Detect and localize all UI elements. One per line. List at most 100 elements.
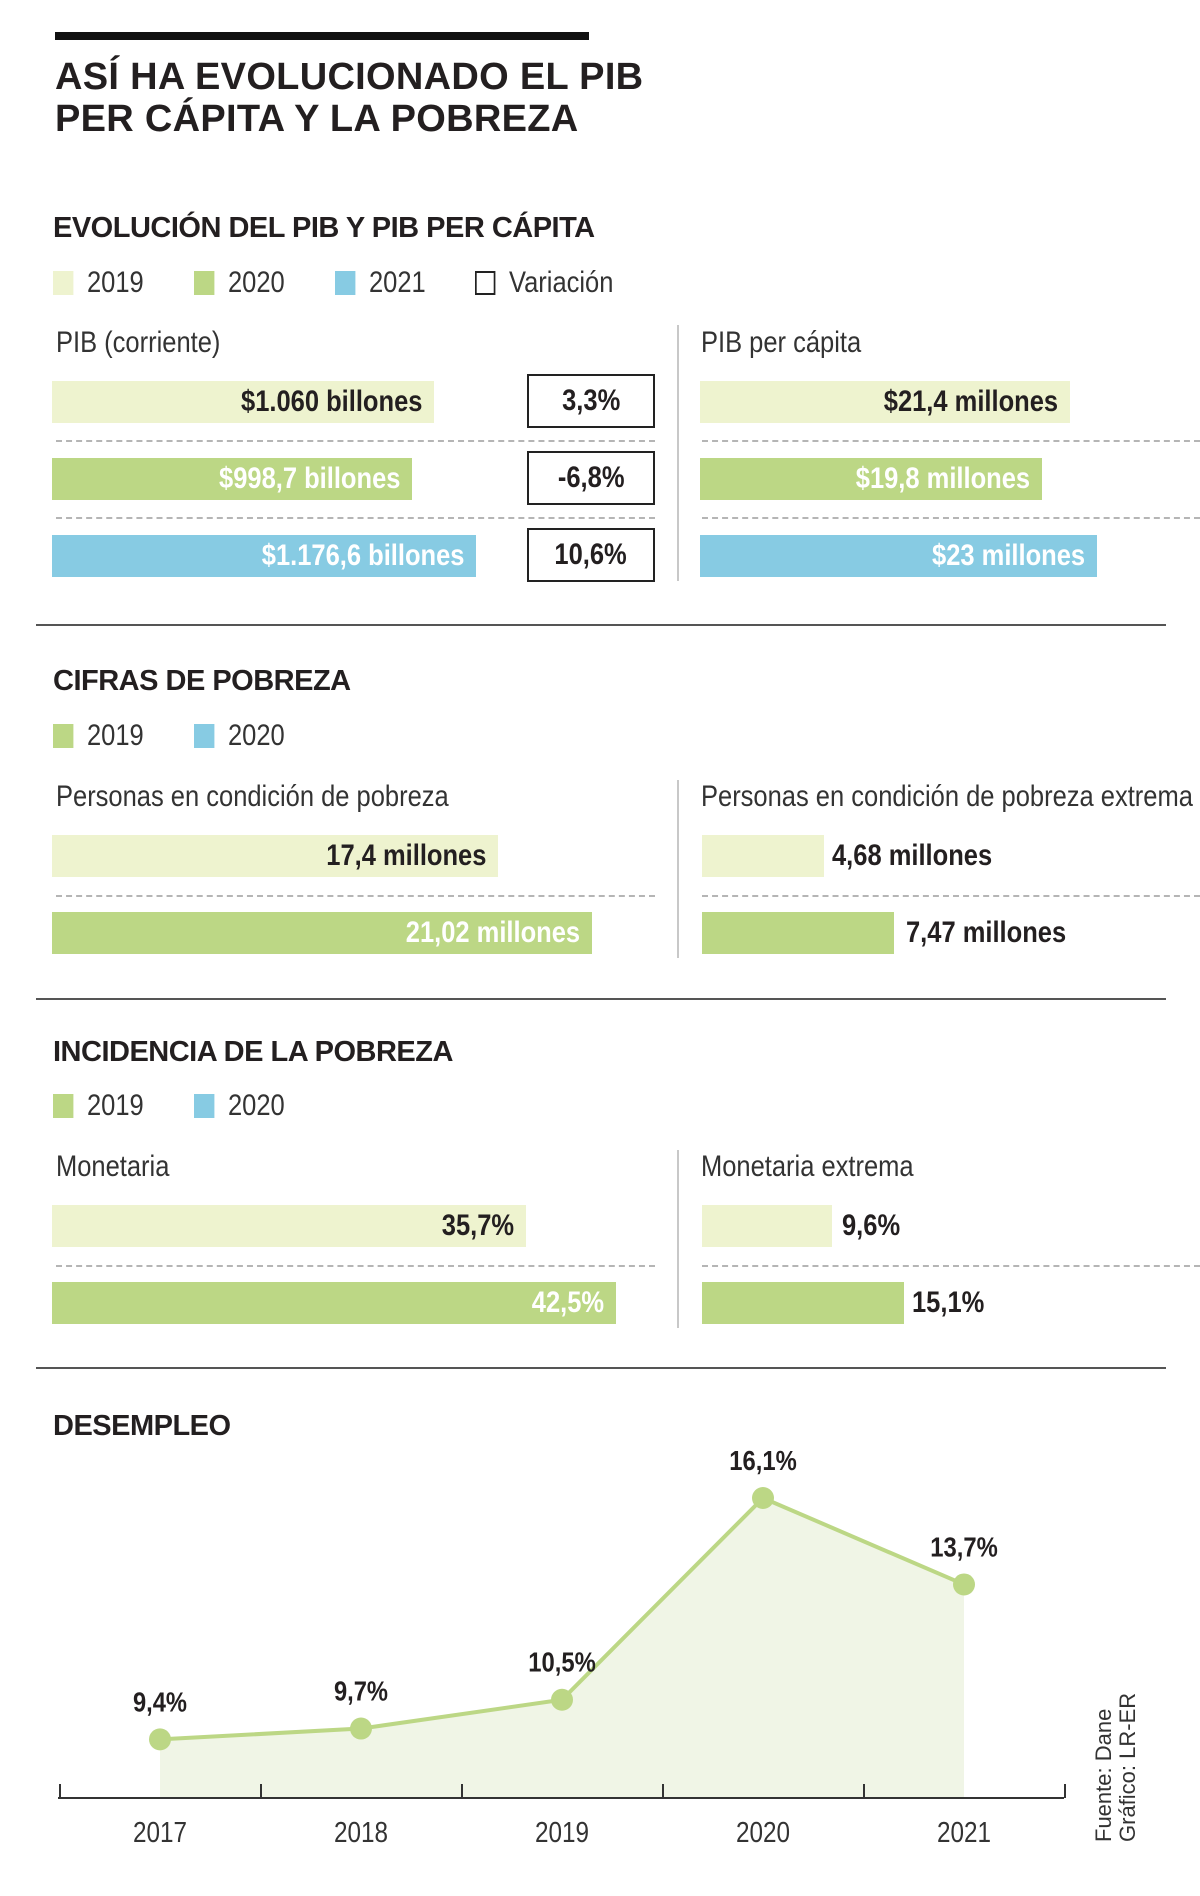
pib-bar: $998,7 billones: [52, 458, 412, 500]
legend-item-2020: 2020: [193, 719, 285, 753]
bar-value-label: 17,4 millones: [325, 839, 486, 872]
data-point: [953, 1573, 975, 1596]
legend-swatch: [193, 724, 215, 748]
legend-label: 2020: [227, 1089, 285, 1122]
pobreza-bar: 17,4 millones: [52, 835, 498, 877]
percapita-bar: $23 millones: [700, 535, 1097, 577]
main-title: ASÍ HA EVOLUCIONADO EL PIB PER CÁPITA Y …: [55, 56, 643, 140]
source-line: Fuente: Dane: [1091, 1708, 1116, 1842]
legend-swatch: [53, 271, 74, 295]
row-divider: [56, 517, 655, 519]
bar-value-label: 4,68 millones: [832, 839, 993, 872]
pib-legend: 2019 2020 2021 Variación: [53, 265, 672, 301]
data-label: 9,7%: [334, 1676, 388, 1707]
pib-section-title: EVOLUCIÓN DEL PIB Y PIB PER CÁPITA: [53, 212, 595, 244]
title-top-rule: [55, 32, 589, 40]
legend-item-2021: 2021: [334, 266, 426, 300]
incidencia-legend: 2019 2020: [53, 1088, 335, 1124]
percapita-bar: $21,4 millones: [700, 381, 1070, 423]
bar-value-label: 9,6%: [842, 1209, 901, 1242]
legend-label: 2021: [368, 266, 426, 299]
legend-label: 2019: [87, 719, 144, 752]
incidencia-section-title: INCIDENCIA DE LA POBREZA: [53, 1036, 453, 1068]
x-tick-label: 2017: [133, 1817, 187, 1849]
bar-value-label: 35,7%: [441, 1209, 514, 1242]
credit-line: Gráfico: LR-ER: [1115, 1692, 1140, 1842]
legend-label: Variación: [509, 266, 614, 299]
x-tick-label: 2018: [334, 1817, 388, 1849]
section-separator: [36, 998, 1166, 1000]
row-divider: [702, 517, 1200, 519]
legend-item-variacion: Variación: [475, 266, 614, 300]
legend-item-2019: 2019: [53, 266, 144, 300]
bar-value-label: 7,47 millones: [906, 916, 1067, 949]
variation-box: 3,3%: [527, 374, 655, 428]
source-note: Fuente: Dane Gráfico: LR-ER: [1091, 1692, 1140, 1842]
pobreza-right-label: Personas en condición de pobreza extrema: [701, 780, 1193, 813]
pobreza-bar: 21,02 millones: [52, 912, 592, 954]
legend-label: 2019: [87, 266, 144, 299]
section-separator: [36, 1367, 1166, 1369]
desempleo-title: DESEMPLEO: [53, 1410, 231, 1442]
bar-value-label: $1.176,6 billones: [261, 539, 464, 572]
column-divider: [677, 325, 679, 581]
pobreza-section-title: CIFRAS DE POBREZA: [53, 665, 351, 697]
row-divider: [56, 440, 655, 442]
bar-value-label: 15,1%: [912, 1286, 985, 1319]
data-label: 16,1%: [729, 1445, 797, 1476]
column-divider: [677, 1150, 679, 1328]
column-divider: [677, 780, 679, 958]
variation-box: -6,8%: [527, 451, 655, 505]
main-title-line1: ASÍ HA EVOLUCIONADO EL PIB: [55, 56, 644, 98]
data-point: [149, 1728, 171, 1751]
legend-swatch: [53, 1094, 74, 1118]
pobreza-extrema-bar: [702, 835, 824, 877]
incidencia-left-label: Monetaria: [56, 1150, 170, 1183]
pib-corriente-label: PIB (corriente): [56, 326, 221, 359]
variation-value: 3,3%: [561, 384, 621, 417]
incidencia-bar: 35,7%: [52, 1205, 526, 1247]
bar-value-label: 21,02 millones: [405, 916, 580, 949]
data-point: [350, 1717, 372, 1740]
pib-bar: $1.060 billones: [52, 381, 434, 423]
legend-item-2020: 2020: [193, 1089, 285, 1123]
pib-percapita-label: PIB per cápita: [701, 326, 862, 359]
pib-bar: $1.176,6 billones: [52, 535, 476, 577]
incidencia-bar: 42,5%: [52, 1282, 616, 1324]
x-tick-label: 2020: [736, 1817, 790, 1849]
legend-swatch: [334, 271, 355, 295]
bar-value-label: $21,4 millones: [883, 385, 1058, 418]
row-divider: [56, 1265, 655, 1267]
pobreza-extrema-bar: [702, 912, 894, 954]
data-label: 9,4%: [133, 1686, 187, 1717]
variation-value: 10,6%: [554, 538, 628, 571]
legend-label: 2020: [227, 719, 285, 752]
bar-value-label: $998,7 billones: [218, 462, 400, 495]
legend-item-2019: 2019: [53, 1089, 144, 1123]
desempleo-chart: 9,4% 9,7% 10,5% 16,1% 13,7% 2017 2018 2019 2020…: [58, 1445, 1066, 1849]
pobreza-legend: 2019 2020: [53, 718, 335, 754]
legend-swatch: [193, 1094, 215, 1118]
incidencia-right-label: Monetaria extrema: [701, 1150, 914, 1183]
data-point: [752, 1487, 774, 1510]
data-label: 13,7%: [930, 1531, 998, 1562]
x-tick-label: 2019: [535, 1817, 589, 1849]
data-point: [551, 1688, 573, 1711]
incidencia-extrema-bar: [702, 1205, 832, 1247]
pobreza-left-label: Personas en condición de pobreza: [56, 780, 449, 813]
bar-value-label: $1.060 billones: [240, 385, 422, 418]
section-separator: [36, 624, 1166, 626]
bar-value-label: 42,5%: [531, 1286, 604, 1319]
variation-box: 10,6%: [527, 528, 655, 582]
row-divider: [702, 1265, 1200, 1267]
row-divider: [702, 895, 1200, 897]
incidencia-extrema-bar: [702, 1282, 904, 1324]
bar-value-label: $23 millones: [931, 539, 1085, 572]
row-divider: [702, 440, 1200, 442]
variation-value: -6,8%: [557, 461, 625, 494]
legend-swatch: [193, 271, 215, 295]
data-label: 10,5%: [528, 1647, 596, 1678]
legend-item-2019: 2019: [53, 719, 144, 753]
legend-label: 2019: [87, 1089, 144, 1122]
area-fill: [160, 1498, 964, 1798]
